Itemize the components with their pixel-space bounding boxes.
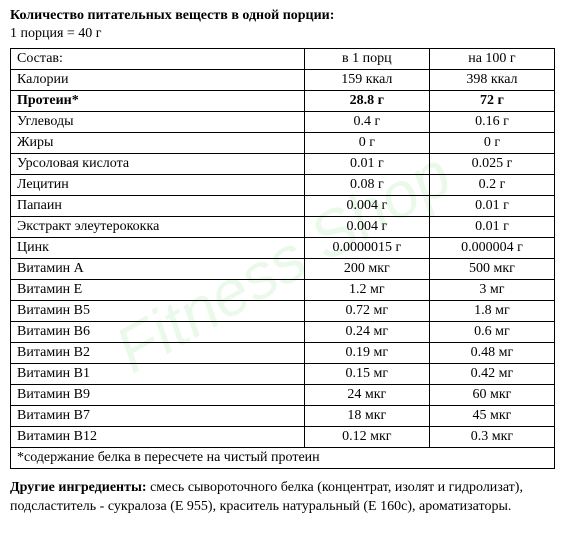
nutrient-per-100g: 0.025 г (429, 154, 554, 175)
nutrient-name: Витамин B12 (11, 427, 305, 448)
nutrient-name: Витамин B7 (11, 406, 305, 427)
nutrient-per-100g: 0.01 г (429, 196, 554, 217)
nutrient-name: Углеводы (11, 112, 305, 133)
nutrient-per-100g: 0.3 мкг (429, 427, 554, 448)
table-row: Витамин A200 мкг500 мкг (11, 259, 555, 280)
nutrient-name: Лецитин (11, 175, 305, 196)
nutrition-table: Состав: в 1 порц на 100 г Калории159 кка… (10, 48, 555, 448)
nutrient-per-portion: 0.08 г (304, 175, 429, 196)
nutrient-per-portion: 28.8 г (304, 91, 429, 112)
page-title: Количество питательных веществ в одной п… (10, 8, 555, 24)
nutrient-per-100g: 1.8 мг (429, 301, 554, 322)
table-row: Витамин B10.15 мг0.42 мг (11, 364, 555, 385)
nutrient-name: Жиры (11, 133, 305, 154)
nutrient-per-100g: 0.42 мг (429, 364, 554, 385)
nutrient-per-portion: 0.4 г (304, 112, 429, 133)
nutrient-per-portion: 0.0000015 г (304, 238, 429, 259)
nutrient-name: Витамин B1 (11, 364, 305, 385)
table-row: Калории159 ккал398 ккал (11, 70, 555, 91)
nutrient-per-100g: 3 мг (429, 280, 554, 301)
table-row: Витамин B120.12 мкг0.3 мкг (11, 427, 555, 448)
table-row: Лецитин0.08 г0.2 г (11, 175, 555, 196)
nutrient-name: Протеин* (11, 91, 305, 112)
nutrient-per-100g: 0.16 г (429, 112, 554, 133)
nutrient-per-100g: 0.000004 г (429, 238, 554, 259)
nutrient-per-100g: 45 мкг (429, 406, 554, 427)
nutrient-name: Витамин B9 (11, 385, 305, 406)
nutrient-per-portion: 24 мкг (304, 385, 429, 406)
nutrient-per-portion: 0.24 мг (304, 322, 429, 343)
nutrient-per-portion: 0.72 мг (304, 301, 429, 322)
header-per-100g: на 100 г (429, 49, 554, 70)
table-row: Протеин*28.8 г72 г (11, 91, 555, 112)
table-row: Витамин E1.2 мг3 мг (11, 280, 555, 301)
table-row: Витамин B718 мкг45 мкг (11, 406, 555, 427)
nutrient-per-portion: 18 мкг (304, 406, 429, 427)
table-header-row: Состав: в 1 порц на 100 г (11, 49, 555, 70)
footnote: *содержание белка в пересчете на чистый … (10, 448, 555, 469)
nutrient-per-100g: 0.01 г (429, 217, 554, 238)
table-row: Витамин B924 мкг60 мкг (11, 385, 555, 406)
table-row: Папаин0.004 г0.01 г (11, 196, 555, 217)
portion-subtitle: 1 порция = 40 г (10, 26, 555, 42)
header-composition: Состав: (11, 49, 305, 70)
nutrient-per-100g: 72 г (429, 91, 554, 112)
table-row: Углеводы0.4 г0.16 г (11, 112, 555, 133)
table-row: Витамин B60.24 мг0.6 мг (11, 322, 555, 343)
table-row: Урсоловая кислота0.01 г0.025 г (11, 154, 555, 175)
nutrient-per-portion: 0.004 г (304, 217, 429, 238)
header-per-portion: в 1 порц (304, 49, 429, 70)
nutrient-name: Калории (11, 70, 305, 91)
nutrient-per-100g: 0.2 г (429, 175, 554, 196)
table-row: Цинк0.0000015 г0.000004 г (11, 238, 555, 259)
table-row: Витамин B20.19 мг0.48 мг (11, 343, 555, 364)
nutrient-name: Витамин B6 (11, 322, 305, 343)
table-row: Экстракт элеутерококка0.004 г0.01 г (11, 217, 555, 238)
nutrient-per-portion: 159 ккал (304, 70, 429, 91)
nutrient-per-100g: 0.6 мг (429, 322, 554, 343)
nutrient-per-100g: 0 г (429, 133, 554, 154)
nutrient-name: Витамин B5 (11, 301, 305, 322)
nutrient-name: Витамин E (11, 280, 305, 301)
nutrient-per-portion: 0.15 мг (304, 364, 429, 385)
nutrient-name: Экстракт элеутерококка (11, 217, 305, 238)
nutrient-per-100g: 500 мкг (429, 259, 554, 280)
table-row: Витамин B50.72 мг1.8 мг (11, 301, 555, 322)
nutrient-per-portion: 0.19 мг (304, 343, 429, 364)
nutrient-per-100g: 398 ккал (429, 70, 554, 91)
nutrient-name: Урсоловая кислота (11, 154, 305, 175)
nutrient-name: Витамин A (11, 259, 305, 280)
nutrient-name: Папаин (11, 196, 305, 217)
nutrient-per-portion: 0.01 г (304, 154, 429, 175)
nutrient-per-portion: 0.12 мкг (304, 427, 429, 448)
nutrient-per-portion: 0 г (304, 133, 429, 154)
table-row: Жиры0 г0 г (11, 133, 555, 154)
nutrient-name: Витамин B2 (11, 343, 305, 364)
nutrient-per-portion: 200 мкг (304, 259, 429, 280)
nutrient-per-100g: 60 мкг (429, 385, 554, 406)
ingredients-label: Другие ингредиенты: (10, 480, 147, 495)
nutrient-per-portion: 1.2 мг (304, 280, 429, 301)
ingredients-block: Другие ингредиенты: смесь сывороточного … (10, 479, 555, 517)
nutrient-name: Цинк (11, 238, 305, 259)
nutrient-per-100g: 0.48 мг (429, 343, 554, 364)
nutrient-per-portion: 0.004 г (304, 196, 429, 217)
